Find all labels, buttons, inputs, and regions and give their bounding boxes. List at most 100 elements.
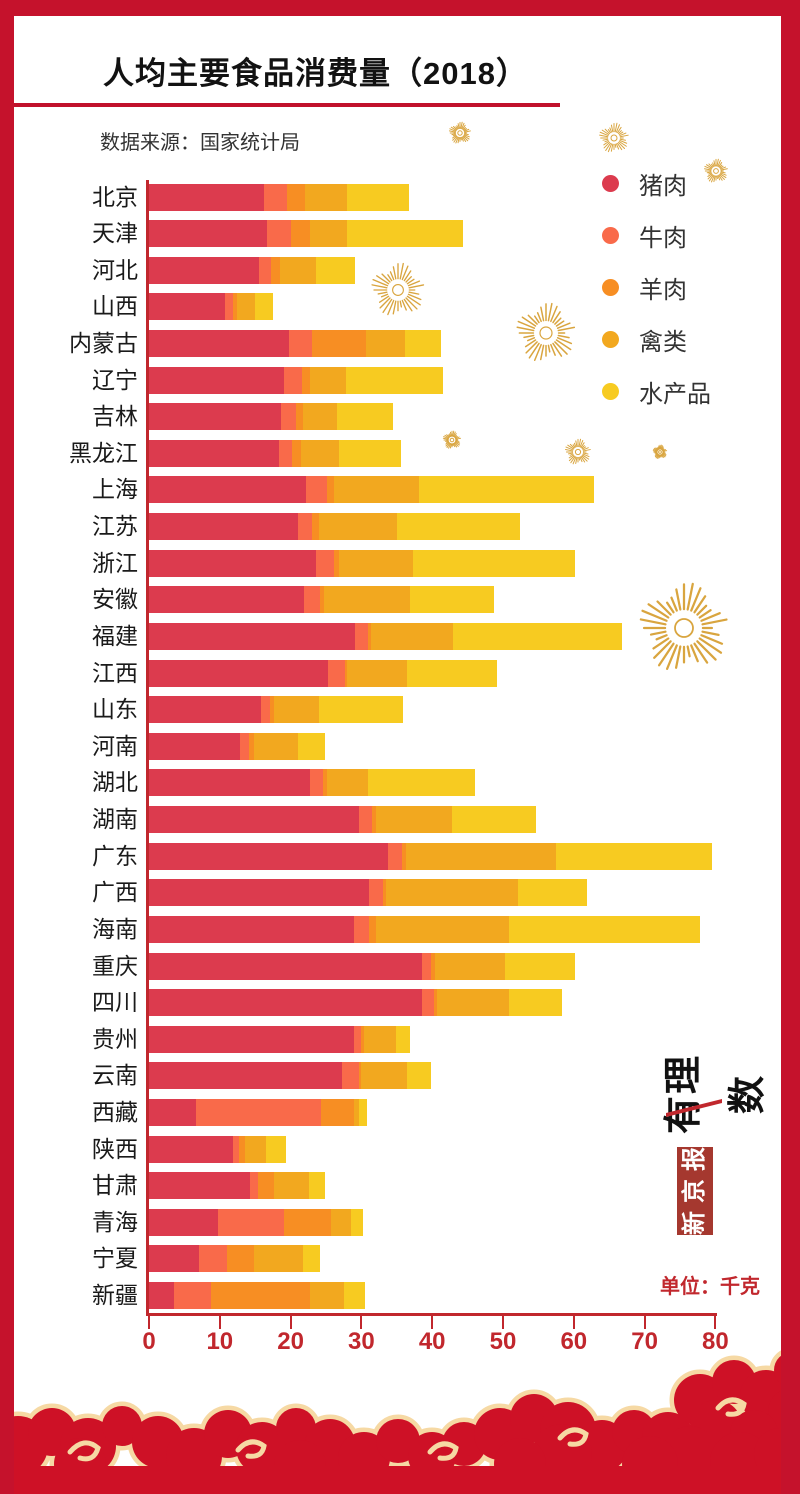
category-label: 广东 (92, 842, 138, 869)
bar-segment-禽类 (274, 696, 319, 724)
bar-row (149, 1135, 287, 1163)
bar-segment-羊肉 (345, 659, 348, 687)
bar-row (149, 842, 712, 870)
brand-logo-youlishu: 有理数 (663, 1054, 769, 1135)
legend-dot-icon (602, 382, 619, 400)
bar-segment-猪肉 (149, 476, 307, 504)
frame-border-left (0, 0, 14, 1494)
category-label: 重庆 (92, 952, 138, 979)
category-label: 海南 (92, 915, 138, 942)
bar-segment-水产品 (337, 403, 394, 431)
bar-segment-禽类 (365, 329, 406, 357)
legend-label: 牛肉 (639, 224, 687, 252)
bar-segment-水产品 (419, 476, 594, 504)
bar-row (149, 586, 495, 614)
bar-segment-牛肉 (217, 1208, 284, 1236)
bar-segment-水产品 (338, 439, 402, 467)
bar-segment-牛肉 (259, 256, 271, 284)
bar-segment-猪肉 (149, 439, 280, 467)
x-tick-mark (714, 1316, 717, 1329)
category-label: 贵州 (92, 1025, 138, 1052)
bar-segment-牛肉 (359, 806, 372, 834)
bar-segment-牛肉 (289, 329, 312, 357)
bar-segment-羊肉 (321, 1099, 354, 1126)
category-label: 湖北 (92, 769, 138, 796)
bar-segment-牛肉 (304, 586, 320, 614)
bar-row (149, 256, 355, 284)
bar-segment-羊肉 (431, 952, 436, 980)
bar-segment-猪肉 (149, 1282, 174, 1310)
x-tick-mark (502, 1316, 504, 1329)
x-tick-label: 70 (631, 1328, 658, 1355)
bar-segment-水产品 (556, 842, 712, 870)
bar-segment-水产品 (410, 586, 495, 614)
unit-label: 单位：千克 (660, 1276, 760, 1298)
bar-segment-牛肉 (249, 1172, 259, 1200)
bar-segment-羊肉 (319, 586, 324, 614)
bar-segment-牛肉 (260, 696, 271, 724)
bar-segment-禽类 (330, 1208, 352, 1236)
bar-segment-水产品 (308, 1172, 326, 1200)
bar-segment-水产品 (346, 183, 409, 211)
bar-segment-羊肉 (248, 732, 255, 760)
bar-segment-水产品 (453, 622, 622, 650)
bar-row (149, 1172, 326, 1200)
bar-row (149, 915, 700, 943)
category-label: 山西 (92, 293, 138, 320)
bar-segment-牛肉 (225, 293, 234, 321)
bar-segment-水产品 (266, 1135, 287, 1163)
bar-segment-禽类 (323, 586, 411, 614)
bar-segment-羊肉 (283, 1208, 331, 1236)
bar-segment-羊肉 (323, 769, 327, 797)
bar-segment-羊肉 (433, 989, 438, 1017)
category-label: 吉林 (92, 403, 138, 430)
brand-box-xinjingbao: 新京报 (677, 1139, 713, 1235)
category-label: 江苏 (92, 513, 138, 540)
bar-row (149, 220, 463, 248)
bar-segment-羊肉 (291, 220, 310, 248)
bar-segment-牛肉 (316, 549, 334, 577)
bar-segment-禽类 (318, 513, 397, 541)
bar-segment-猪肉 (149, 989, 422, 1017)
x-tick-label: 80 (702, 1328, 729, 1355)
bar-segment-羊肉 (311, 329, 366, 357)
legend-item: 猪肉 (602, 170, 711, 200)
bar-segment-羊肉 (301, 366, 311, 394)
bar-segment-猪肉 (149, 256, 260, 284)
bar-segment-水产品 (255, 293, 273, 321)
bar-segment-牛肉 (342, 1062, 359, 1090)
bar-segment-猪肉 (149, 1135, 233, 1163)
legend-item: 水产品 (602, 378, 711, 408)
bar-segment-水产品 (517, 879, 588, 907)
bar-segment-羊肉 (292, 439, 302, 467)
bar-segment-猪肉 (149, 366, 284, 394)
category-label: 青海 (92, 1208, 138, 1235)
bar-segment-牛肉 (309, 769, 324, 797)
bar-segment-牛肉 (173, 1282, 211, 1310)
bar-segment-禽类 (376, 915, 509, 943)
page-title: 人均主要食品消费量（2018） (103, 56, 528, 91)
bar-segment-猪肉 (149, 769, 310, 797)
bar-segment-猪肉 (149, 220, 267, 248)
bar-segment-水产品 (318, 696, 404, 724)
category-label: 内蒙古 (69, 329, 138, 356)
bar-segment-牛肉 (354, 915, 370, 943)
category-label: 湖南 (92, 806, 138, 833)
bar-segment-水产品 (297, 732, 326, 760)
bar-row (149, 952, 576, 980)
bar-segment-水产品 (345, 366, 443, 394)
category-label: 甘肃 (92, 1172, 138, 1199)
bar-segment-水产品 (358, 1099, 368, 1126)
bar-segment-猪肉 (149, 183, 264, 211)
bar-segment-羊肉 (226, 1245, 255, 1273)
bar-segment-牛肉 (263, 183, 288, 211)
bar-row (149, 439, 402, 467)
bar-segment-猪肉 (149, 732, 240, 760)
bar-segment-牛肉 (306, 476, 327, 504)
bar-segment-猪肉 (149, 879, 370, 907)
bar-segment-禽类 (371, 622, 454, 650)
bar-segment-羊肉 (358, 1062, 361, 1090)
bar-segment-水产品 (413, 549, 576, 577)
bar-row (149, 403, 394, 431)
bar-segment-牛肉 (353, 1025, 361, 1053)
